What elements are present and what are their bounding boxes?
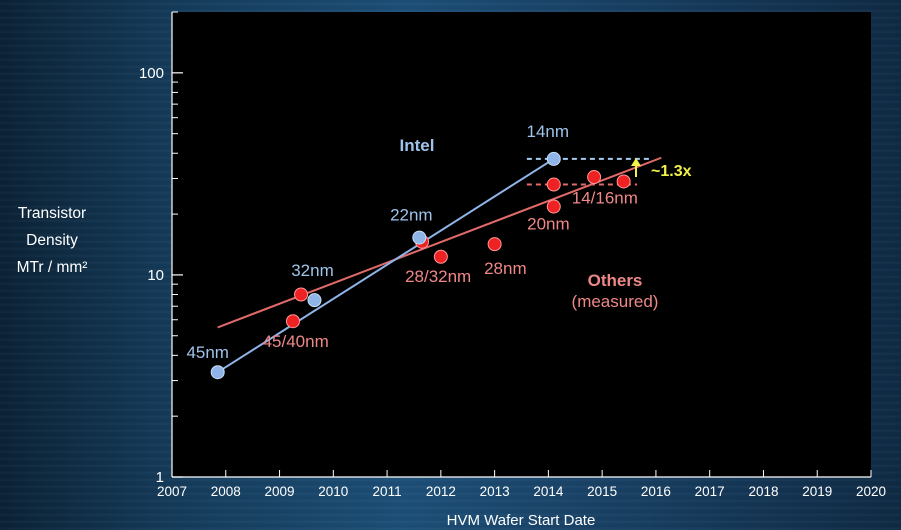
x-tick-label: 2014: [533, 484, 564, 499]
x-tick-label: 2015: [587, 484, 617, 499]
others-point: [433, 249, 448, 264]
others-point-label: 45/40nm: [263, 332, 329, 351]
x-tick-label: 2007: [157, 484, 187, 499]
intel-point: [210, 365, 225, 380]
intel-point-label: 22nm: [390, 206, 433, 225]
ratio-arrow-head: [631, 158, 641, 166]
intel-point-label: 32nm: [291, 261, 334, 280]
x-tick-label: 2010: [318, 484, 348, 499]
series-label-others-line-1: Others: [588, 271, 643, 290]
y-major-ticks: 1 10 100: [139, 65, 183, 486]
others-trend-line: [217, 156, 662, 329]
series-label-intel: Intel: [400, 136, 435, 155]
x-tick-label: 2011: [373, 484, 402, 499]
others-point: [487, 237, 502, 252]
x-tick-label: 2013: [480, 484, 510, 499]
others-point: [294, 287, 309, 302]
others-point-label: 20nm: [527, 214, 570, 233]
intel-points: [210, 151, 561, 380]
x-axis-title: HVM Wafer Start Date: [447, 512, 596, 529]
intel-point: [546, 151, 561, 166]
y-axis-title-line-1: Transistor: [18, 205, 86, 222]
others-point: [546, 199, 561, 214]
x-tick-label: 2008: [211, 484, 241, 499]
ratio-annotation-text: ~1.3x: [651, 163, 692, 180]
y-minor-ticks: [172, 11, 178, 417]
others-point-label: 28nm: [484, 259, 527, 278]
intel-point-label: 14nm: [526, 122, 569, 141]
x-tick-label: 2016: [641, 484, 671, 499]
y-axis-title-line-2: Density: [26, 232, 78, 249]
others-points: [285, 170, 631, 329]
others-point: [285, 314, 300, 329]
data-labels: 45nm 32nm 22nm 14nm 45/40nm 28/32nm 28nm 20nm14…: [186, 122, 637, 362]
series-label-others-line-2: (measured): [572, 292, 659, 311]
x-tick-label: 2017: [695, 484, 725, 499]
x-tick-label: 2018: [748, 484, 778, 499]
x-tick-label: 2019: [802, 484, 832, 499]
y-tick-label: 10: [147, 267, 164, 284]
ratio-annotation: ~1.3x: [631, 158, 692, 180]
y-tick-label: 100: [139, 65, 164, 82]
intel-point-label: 45nm: [186, 343, 229, 362]
others-point: [546, 177, 561, 192]
x-tick-label: 2020: [856, 484, 886, 499]
x-ticks: 2007 2008 2009 2010 2011 2012 2013 2014 2015 2016…: [157, 470, 886, 499]
intel-point: [412, 230, 427, 245]
x-tick-label: 2009: [265, 484, 295, 499]
y-tick-label: 1: [156, 469, 164, 486]
others-point: [587, 170, 602, 185]
x-tick-label: 2012: [426, 484, 456, 499]
plot-area: [172, 12, 871, 477]
others-point-label: 28/32nm: [405, 267, 471, 286]
intel-trend-line: [217, 158, 555, 374]
trend-lines: [217, 156, 662, 374]
y-axis-title-line-3: MTr / mm²: [17, 259, 88, 276]
others-point-label: 14/16nm: [572, 188, 638, 207]
intel-point: [307, 293, 322, 308]
others-point: [616, 174, 631, 189]
